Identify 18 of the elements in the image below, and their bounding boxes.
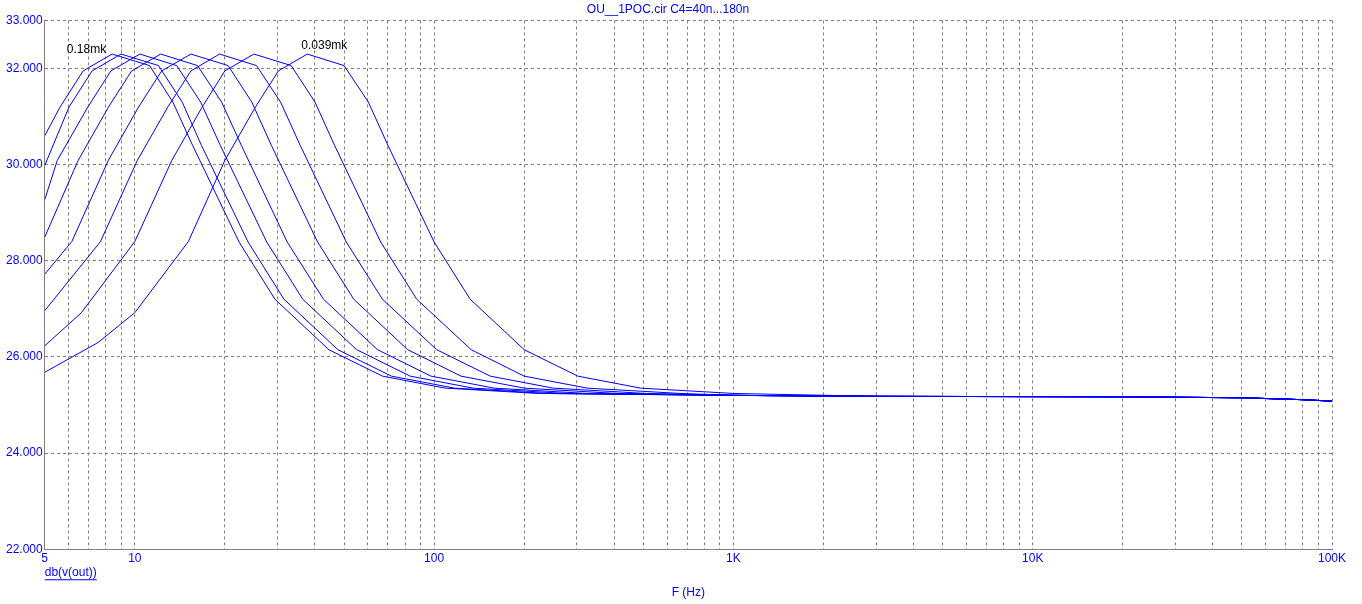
x-tick-label: 1K	[726, 550, 741, 565]
y-tick-label: 30.000	[6, 156, 44, 171]
y-tick-label: 32.000	[6, 60, 44, 75]
y-tick-label: 26.000	[6, 349, 44, 364]
y-tick-label: 33.000	[6, 12, 44, 27]
annotation: 0.039mk	[301, 38, 349, 53]
annotation: 0.18mk	[66, 42, 108, 57]
chart-title: OU__1POC.cir C4=40n...180n	[586, 1, 750, 16]
x-tick-label: 10	[128, 550, 142, 565]
y-tick-label: 24.000	[6, 445, 44, 460]
x-tick-label: 100	[424, 550, 445, 565]
y-tick-label: 22.000	[6, 541, 44, 556]
y-tick-label: 28.000	[6, 253, 44, 268]
x-tick-label: 5	[41, 550, 49, 565]
x-tick-label: 100K	[1317, 550, 1347, 565]
text: db(v(out))	[44, 564, 97, 579]
x-axis-title: F (Hz)	[671, 585, 706, 600]
x-tick-label: 10K	[1022, 550, 1044, 565]
